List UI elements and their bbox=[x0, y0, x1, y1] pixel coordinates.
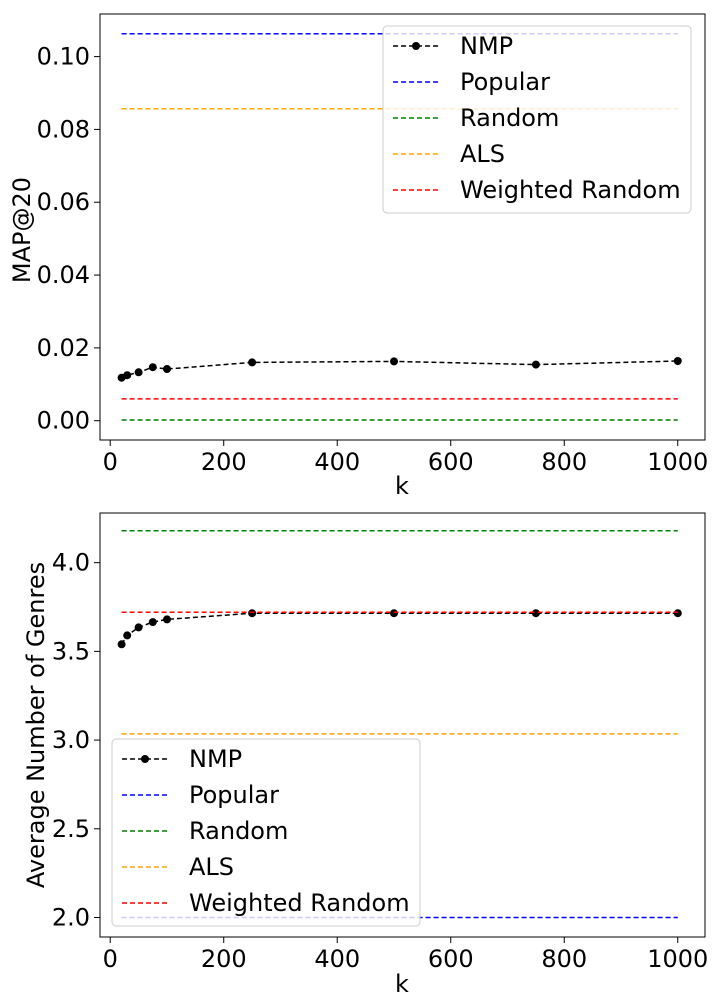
x-axis-label: k bbox=[395, 970, 409, 998]
y-tick-label: 2.5 bbox=[52, 815, 90, 843]
x-tick-label: 600 bbox=[428, 945, 474, 973]
x-tick-label: 800 bbox=[541, 945, 587, 973]
data-point-nmp bbox=[248, 609, 256, 617]
legend: NMP Popular Random ALS Weighted Random bbox=[383, 26, 691, 213]
legend-marker-nmp bbox=[141, 755, 149, 763]
data-point-nmp bbox=[149, 363, 157, 371]
y-tick-label: 0.00 bbox=[37, 407, 90, 435]
y-tick-label: 0.02 bbox=[37, 334, 90, 362]
legend-label-random: Random bbox=[460, 104, 559, 132]
y-axis-label: MAP@20 bbox=[8, 177, 36, 283]
data-point-nmp bbox=[674, 609, 682, 617]
chart-average-genres: 0 200 400 600 800 1000 2.0 2.5 3.0 3.5 4.0 k Aver… bbox=[22, 513, 708, 998]
x-tick-label: 400 bbox=[314, 945, 360, 973]
legend-marker-nmp bbox=[412, 42, 420, 50]
x-axis-label: k bbox=[395, 472, 409, 500]
data-point-nmp bbox=[135, 623, 143, 631]
x-tick-label: 600 bbox=[428, 448, 474, 476]
legend-label-nmp: NMP bbox=[189, 745, 242, 773]
y-tick-label: 0.10 bbox=[37, 43, 90, 71]
data-point-nmp bbox=[123, 371, 131, 379]
y-tick-label: 0.06 bbox=[37, 188, 90, 216]
legend-label-popular: Popular bbox=[460, 68, 550, 96]
data-point-nmp bbox=[135, 368, 143, 376]
data-point-nmp bbox=[163, 365, 171, 373]
x-axis-ticks: 0 200 400 600 800 1000 bbox=[103, 937, 709, 973]
data-point-nmp bbox=[163, 615, 171, 623]
legend-label-weighted-random: Weighted Random bbox=[189, 889, 410, 917]
x-tick-label: 400 bbox=[314, 448, 360, 476]
legend-label-nmp: NMP bbox=[460, 32, 513, 60]
legend-label-als: ALS bbox=[460, 140, 505, 168]
y-tick-label: 2.0 bbox=[52, 903, 90, 931]
y-tick-label: 3.0 bbox=[52, 726, 90, 754]
series-line-nmp bbox=[122, 613, 678, 644]
x-tick-label: 200 bbox=[201, 448, 247, 476]
data-point-nmp bbox=[674, 357, 682, 365]
x-axis-ticks: 0 200 400 600 800 1000 bbox=[103, 440, 709, 476]
data-point-nmp bbox=[149, 618, 157, 626]
y-tick-label: 0.04 bbox=[37, 261, 90, 289]
chart-map-at-20: 0 200 400 600 800 1000 0.000.020.040.060.080.… bbox=[8, 14, 708, 500]
y-tick-label: 3.5 bbox=[52, 637, 90, 665]
y-tick-label: 0.08 bbox=[37, 115, 90, 143]
y-axis-label: Average Number of Genres bbox=[22, 562, 50, 888]
y-axis-ticks: 0.00 0.02 0.04 0.06 0.08 0.10 bbox=[37, 43, 100, 435]
data-point-nmp bbox=[118, 640, 126, 648]
x-tick-label: 0 bbox=[103, 945, 118, 973]
y-axis-ticks: 2.0 2.5 3.0 3.5 4.0 bbox=[52, 549, 100, 932]
x-tick-label: 800 bbox=[541, 448, 587, 476]
y-tick-label: 4.0 bbox=[52, 549, 90, 577]
legend: NMP Popular Random ALS Weighted Random bbox=[112, 739, 420, 926]
data-point-nmp bbox=[390, 609, 398, 617]
data-point-nmp bbox=[532, 609, 540, 617]
legend-label-random: Random bbox=[189, 817, 288, 845]
data-point-nmp bbox=[123, 631, 131, 639]
x-tick-label: 1000 bbox=[647, 945, 708, 973]
x-tick-label: 1000 bbox=[647, 448, 708, 476]
data-point-nmp bbox=[248, 358, 256, 366]
legend-label-popular: Popular bbox=[189, 781, 279, 809]
x-tick-label: 200 bbox=[201, 945, 247, 973]
series-line-nmp bbox=[122, 361, 678, 378]
legend-label-weighted-random: Weighted Random bbox=[460, 176, 681, 204]
data-point-nmp bbox=[390, 357, 398, 365]
data-point-nmp bbox=[532, 361, 540, 369]
x-tick-label: 0 bbox=[103, 448, 118, 476]
legend-label-als: ALS bbox=[189, 853, 234, 881]
